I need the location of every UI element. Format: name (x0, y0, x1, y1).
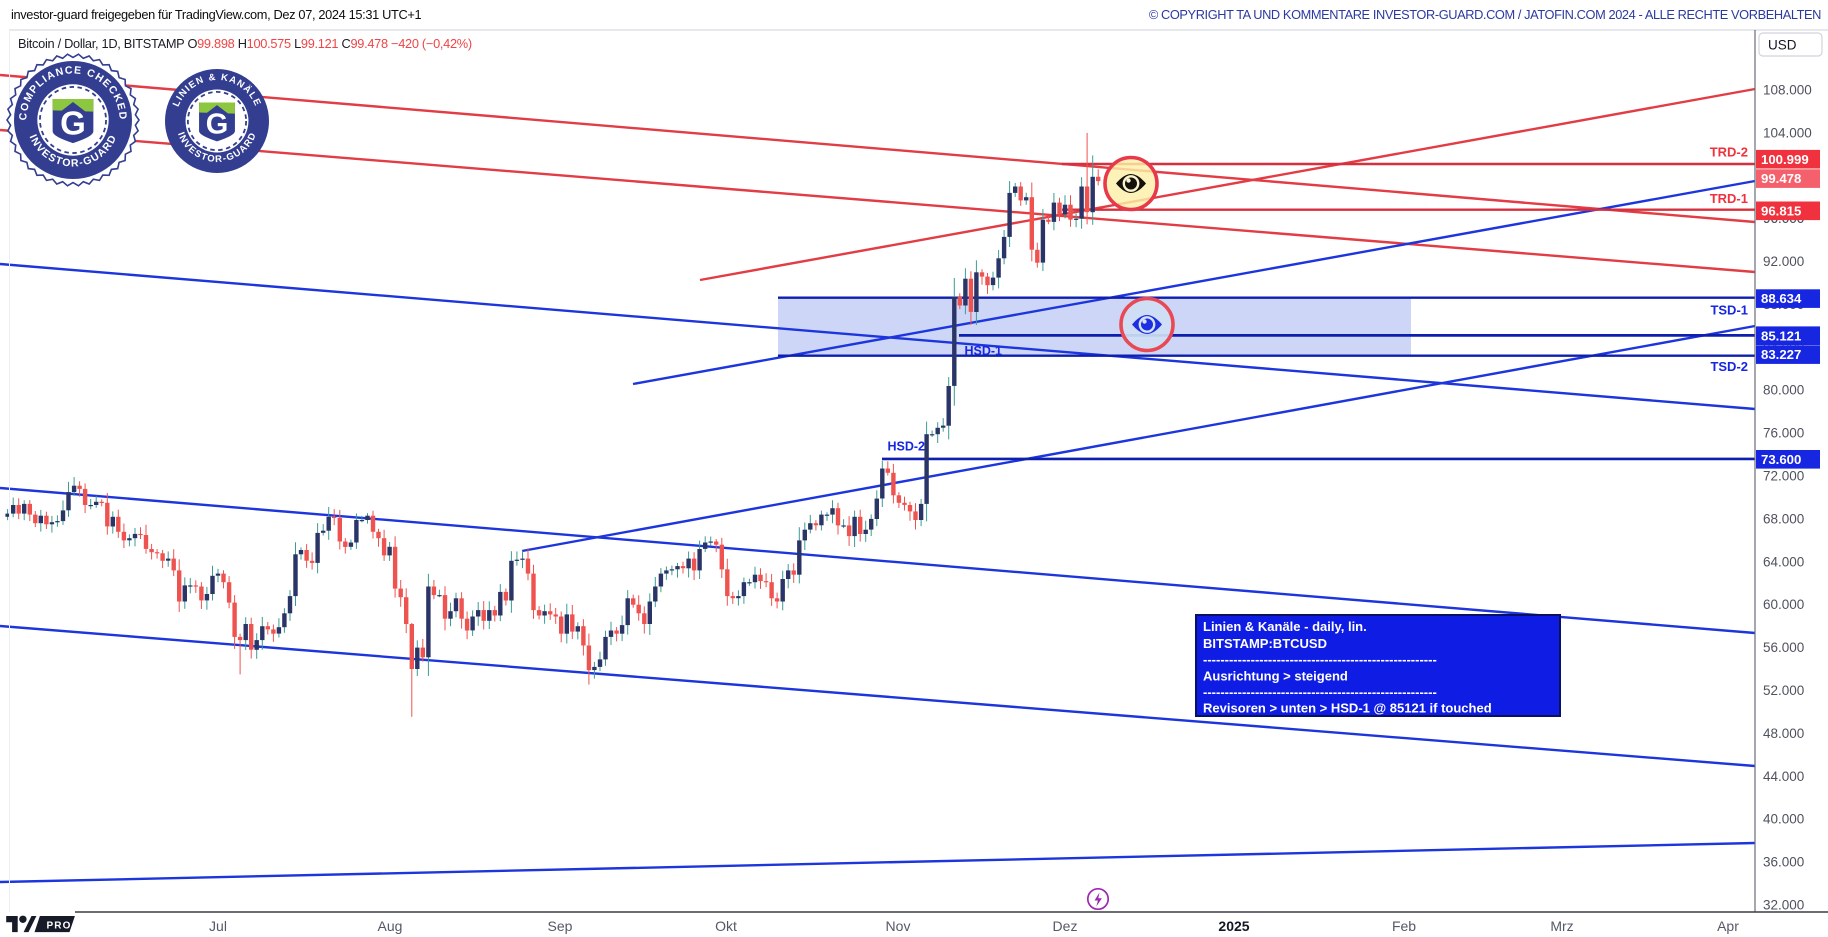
svg-text:108.000: 108.000 (1763, 83, 1812, 98)
svg-text:64.000: 64.000 (1763, 554, 1804, 569)
svg-text:Apr: Apr (1717, 918, 1739, 934)
svg-text:85.121: 85.121 (1761, 328, 1801, 343)
svg-text:56.000: 56.000 (1763, 640, 1804, 655)
svg-text:76.000: 76.000 (1763, 426, 1804, 441)
svg-text:40.000: 40.000 (1763, 812, 1804, 827)
svg-text:Jul: Jul (209, 918, 227, 934)
svg-text:80.000: 80.000 (1763, 383, 1804, 398)
svg-text:32.000: 32.000 (1763, 898, 1804, 913)
svg-text:100.999: 100.999 (1761, 152, 1809, 167)
svg-text:PRO: PRO (47, 921, 72, 932)
svg-text:USD: USD (1768, 38, 1797, 53)
svg-text:Linien & Kanäle - daily, lin.: Linien & Kanäle - daily, lin. (1203, 619, 1367, 634)
svg-text:HSD-1: HSD-1 (964, 344, 1002, 358)
svg-text:92.000: 92.000 (1763, 254, 1804, 269)
svg-text:2025: 2025 (1218, 918, 1249, 934)
svg-text:99.478: 99.478 (1761, 171, 1801, 186)
svg-text:TSD-1: TSD-1 (1710, 303, 1748, 318)
svg-text:96.815: 96.815 (1761, 203, 1801, 218)
svg-text:TRD-1: TRD-1 (1710, 191, 1748, 206)
svg-text:BITSTAMP:BTCUSD: BITSTAMP:BTCUSD (1203, 636, 1327, 651)
svg-text:Mrz: Mrz (1550, 918, 1573, 934)
svg-text:Bitcoin / Dollar, 1D, BITSTAMP: Bitcoin / Dollar, 1D, BITSTAMP O99.898 H… (18, 36, 472, 51)
svg-text:TSD-2: TSD-2 (1710, 359, 1748, 374)
svg-text:investor-guard freigegeben für: investor-guard freigegeben für TradingVi… (11, 7, 422, 22)
svg-text:72.000: 72.000 (1763, 469, 1804, 484)
svg-text:Revisoren > unten > HSD-1 @ 85: Revisoren > unten > HSD-1 @ 85121 if tou… (1203, 701, 1492, 716)
svg-text:Okt: Okt (715, 918, 737, 934)
svg-text:36.000: 36.000 (1763, 855, 1804, 870)
svg-text:Sep: Sep (548, 918, 573, 934)
svg-text:73.600: 73.600 (1761, 452, 1801, 467)
svg-text:Nov: Nov (886, 918, 911, 934)
svg-text:Feb: Feb (1392, 918, 1416, 934)
svg-text:68.000: 68.000 (1763, 511, 1804, 526)
svg-text:44.000: 44.000 (1763, 769, 1804, 784)
svg-text:G: G (60, 104, 86, 141)
svg-text:Aug: Aug (378, 918, 403, 934)
svg-text:104.000: 104.000 (1763, 125, 1812, 140)
svg-text:52.000: 52.000 (1763, 683, 1804, 698)
svg-text:© COPYRIGHT TA UND KOMMENTARE: © COPYRIGHT TA UND KOMMENTARE INVESTOR-G… (1149, 7, 1821, 22)
svg-text:83.227: 83.227 (1761, 347, 1801, 362)
svg-text:HSD-2: HSD-2 (887, 440, 925, 454)
svg-text:TRD-2: TRD-2 (1710, 145, 1748, 160)
svg-text:------------------------------: ----------------------------------------… (1203, 652, 1437, 667)
svg-text:G: G (206, 109, 229, 141)
svg-text:88.634: 88.634 (1761, 291, 1802, 306)
svg-text:Dez: Dez (1053, 918, 1078, 934)
svg-text:------------------------------: ----------------------------------------… (1203, 685, 1437, 700)
svg-text:60.000: 60.000 (1763, 597, 1804, 612)
svg-text:Ausrichtung > steigend: Ausrichtung > steigend (1203, 669, 1348, 684)
svg-text:48.000: 48.000 (1763, 726, 1804, 741)
